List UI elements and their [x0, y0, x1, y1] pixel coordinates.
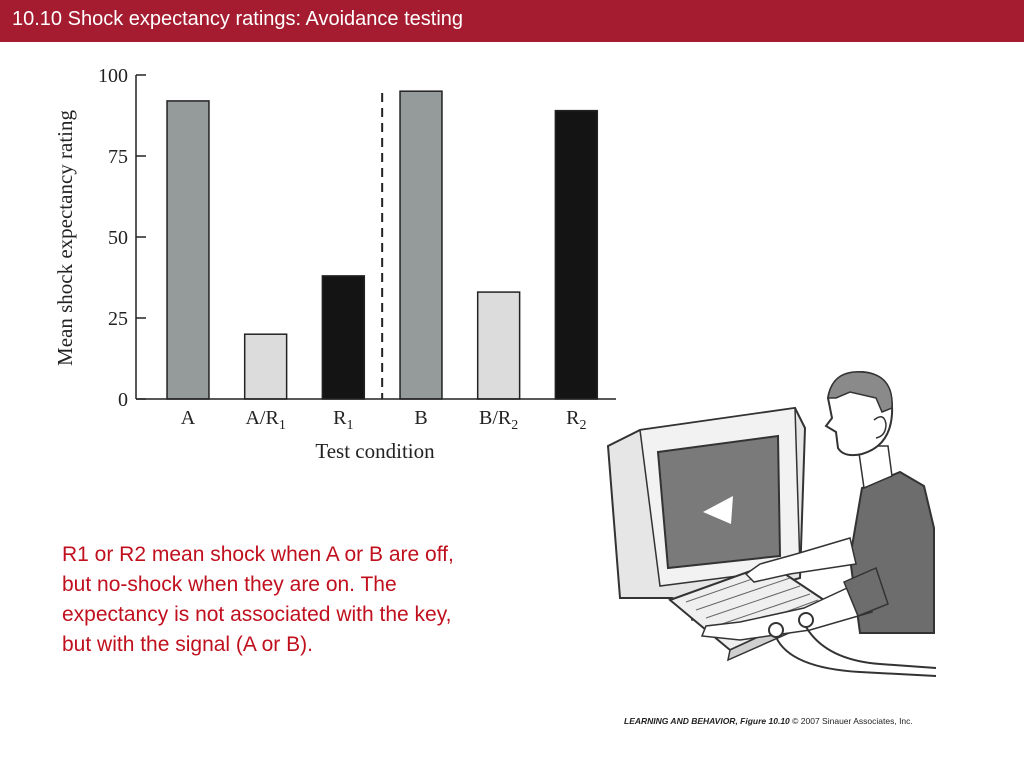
y-tick-label: 100 — [98, 65, 128, 87]
x-tick-label: R1 — [333, 407, 353, 433]
y-tick-label: 50 — [108, 227, 128, 249]
bar — [166, 100, 210, 400]
x-axis-label: Test condition — [315, 439, 435, 463]
y-tick-label: 0 — [118, 389, 128, 411]
x-tick-label-main: B/R — [479, 407, 512, 429]
credit-source: LEARNING AND BEHAVIOR, Figure 10.10 — [624, 716, 790, 726]
x-tick-label: A/R1 — [245, 407, 285, 433]
x-tick-label: B — [414, 407, 427, 429]
x-tick-label: R2 — [566, 407, 586, 433]
x-tick-label-main: A — [181, 407, 196, 429]
x-tick-label-main: R — [333, 407, 347, 429]
title-bar: 10.10 Shock expectancy ratings: Avoidanc… — [0, 0, 1024, 42]
bar — [399, 90, 443, 400]
bar — [321, 275, 366, 400]
x-tick-label-subscript: 2 — [580, 418, 587, 433]
electrode-wires-icon — [768, 612, 937, 677]
credit-copyright: © 2007 Sinauer Associates, Inc. — [792, 716, 913, 726]
x-tick-label: B/R2 — [479, 407, 518, 433]
bar — [476, 291, 521, 400]
x-tick-label-subscript: 1 — [279, 418, 286, 433]
y-tick-label: 75 — [108, 146, 128, 168]
y-tick-label: 25 — [108, 308, 128, 330]
slide-title: 10.10 Shock expectancy ratings: Avoidanc… — [12, 8, 464, 30]
x-tick-label-main: B — [414, 407, 427, 429]
monitor-icon — [606, 406, 807, 621]
y-axis: 0 25 50 75 100 — [98, 65, 146, 411]
y-axis-label: Mean shock expectancy rating — [53, 110, 77, 366]
person-icon — [700, 370, 935, 641]
bar — [554, 109, 599, 400]
x-tick-label-subscript: 1 — [347, 418, 354, 433]
play-icon — [703, 496, 733, 524]
explanation-text: R1 or R2 mean shock when A or B are off,… — [62, 543, 454, 656]
bar — [243, 333, 288, 400]
bars — [166, 90, 599, 400]
person-at-computer-illustration — [606, 370, 937, 677]
x-tick-label-main: R — [566, 407, 580, 429]
x-tick-label-main: A/R — [245, 407, 279, 429]
x-axis: A A/R1 R1 B B/R2 R2 — [136, 398, 616, 433]
figure-credit: LEARNING AND BEHAVIOR, Figure 10.10 © 20… — [624, 716, 913, 726]
x-tick-label: A — [181, 407, 196, 429]
x-tick-label-subscript: 2 — [511, 418, 518, 433]
